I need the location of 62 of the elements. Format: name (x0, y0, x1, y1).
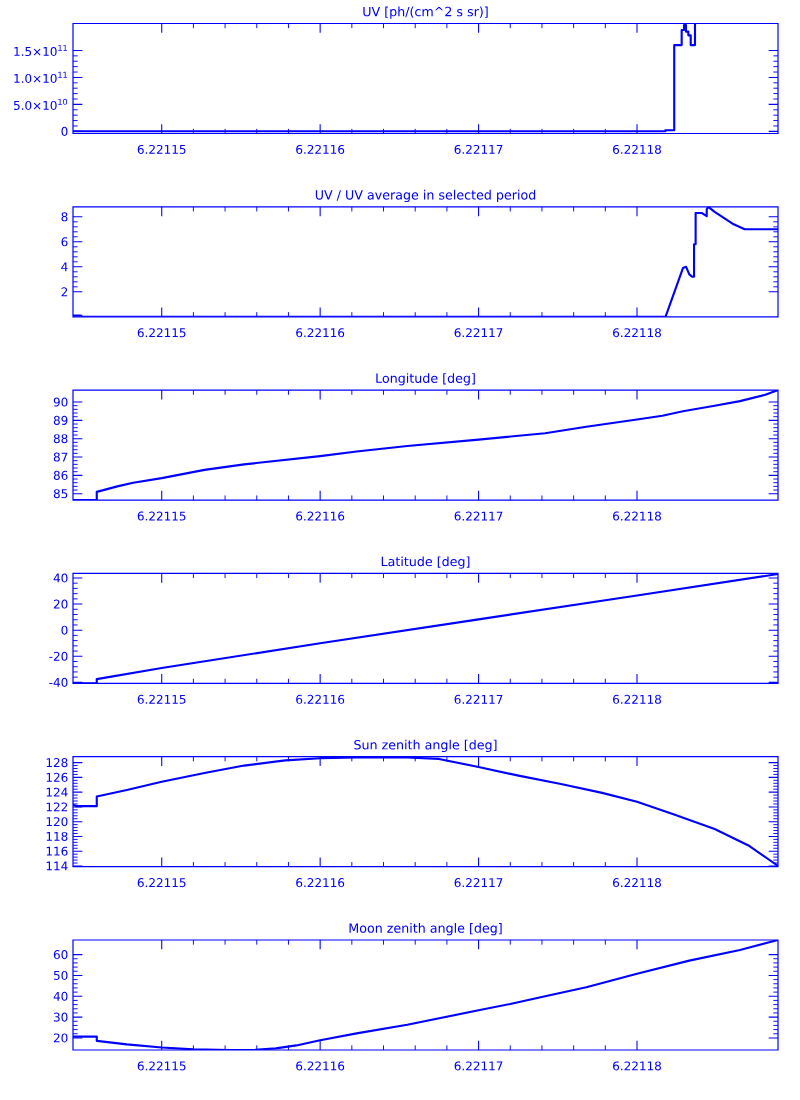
x-tick-label: 6.22117 (454, 144, 503, 154)
y-tick-label: 1.0×10$^{11}$ (14, 71, 67, 83)
y-tick-label: 5.0×10$^{10}$ (13, 98, 68, 110)
x-tick-label: 6.22118 (613, 694, 661, 704)
y-tick-label: 1.5×10$^{11}$ (14, 44, 67, 57)
x-tick-label: 6.22117 (454, 328, 503, 338)
y-tick-label: 114 (46, 861, 68, 871)
y-tick-label: 0 (61, 126, 68, 136)
chart-title: UV / UV average in selected period (315, 189, 536, 203)
x-tick-label: 6.22115 (137, 694, 186, 704)
y-tick-label: 20 (53, 1033, 68, 1043)
chart-title: Longitude [deg] (376, 373, 475, 386)
x-tick-label: 6.22116 (296, 144, 345, 154)
y-tick-label: 88 (53, 434, 68, 444)
x-tick-label: 6.22116 (296, 694, 345, 704)
chart-title: Sun zenith angle [deg] (354, 739, 497, 752)
y-tick-label: 128 (46, 758, 68, 768)
y-tick-label: -20 (49, 651, 68, 661)
x-tick-label: 6.22115 (137, 328, 186, 338)
x-tick-label: 6.22118 (613, 328, 661, 338)
y-tick-label: 118 (46, 831, 68, 841)
y-tick-label: 85 (53, 489, 68, 499)
y-tick-label: 122 (46, 802, 68, 812)
y-tick-label: 120 (46, 817, 68, 827)
y-tick-label: 2 (61, 287, 68, 297)
y-tick-label: 124 (46, 787, 68, 797)
chart-title: Moon zenith angle [deg] (349, 923, 502, 936)
y-tick-label: 6 (61, 237, 68, 247)
x-tick-label: 6.22117 (454, 1061, 503, 1071)
y-tick-label: 40 (53, 573, 68, 583)
x-tick-label: 6.22115 (137, 1061, 186, 1071)
y-tick-label: 86 (53, 470, 68, 480)
y-tick-label: 20 (53, 599, 68, 609)
y-tick-label: 116 (46, 846, 68, 856)
x-tick-label: 6.22115 (137, 511, 186, 521)
y-tick-label: 4 (61, 262, 68, 272)
chart-title: UV [ph/(cm^2 s sr)] (363, 6, 488, 19)
y-tick-label: 89 (53, 415, 68, 425)
y-tick-label: 40 (53, 991, 68, 1001)
y-tick-label: 50 (53, 970, 68, 980)
x-tick-label: 6.22117 (454, 878, 503, 888)
x-tick-label: 6.22118 (613, 1061, 661, 1071)
x-tick-label: 6.22116 (296, 328, 345, 338)
x-tick-label: 6.22116 (296, 511, 345, 521)
x-tick-label: 6.22117 (454, 511, 503, 521)
x-tick-label: 6.22118 (613, 878, 661, 888)
y-tick-label: 60 (53, 950, 68, 960)
x-tick-label: 6.22117 (454, 694, 503, 704)
y-tick-label: 0 (61, 625, 68, 635)
x-tick-label: 6.22116 (296, 1061, 345, 1071)
y-tick-label: 8 (61, 212, 68, 222)
y-tick-label: 87 (53, 452, 68, 462)
x-tick-label: 6.22118 (613, 144, 661, 154)
y-tick-label: 90 (53, 397, 68, 407)
x-tick-label: 6.22116 (296, 878, 345, 888)
x-tick-label: 6.22118 (613, 511, 661, 521)
y-tick-label: 30 (53, 1012, 68, 1022)
x-tick-label: 6.22115 (137, 878, 186, 888)
chart-title: Latitude [deg] (381, 556, 470, 569)
x-tick-label: 6.22115 (137, 144, 186, 154)
y-tick-label: -40 (49, 677, 68, 687)
y-tick-label: 126 (46, 772, 68, 782)
